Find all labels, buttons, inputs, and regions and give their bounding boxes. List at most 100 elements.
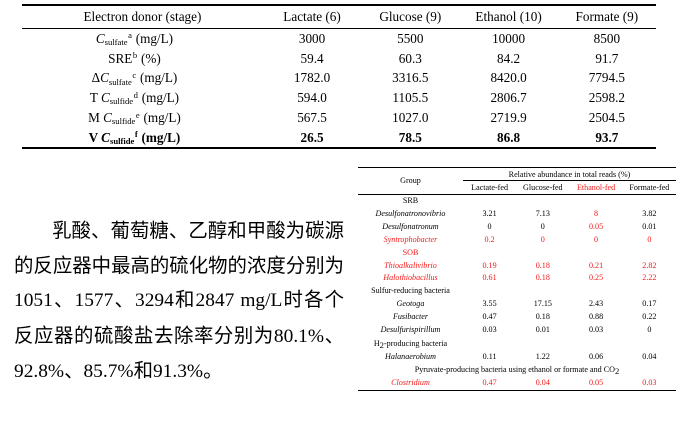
- table-cell: [569, 195, 622, 208]
- table-cell: [623, 336, 676, 350]
- table-row: Fusibacter 0.47 0.18 0.88 0.22: [358, 311, 676, 324]
- table-cell: 0.04: [516, 376, 570, 391]
- table-cell: 0.11: [482, 351, 497, 361]
- table-cell: 17.15: [533, 299, 552, 309]
- table-cell: 0: [594, 234, 599, 244]
- table-cell: 84.2: [497, 50, 521, 66]
- table-cell: 0.01: [535, 324, 550, 334]
- table-cell: 8420.0: [490, 70, 527, 86]
- table-cell: 0: [540, 234, 545, 244]
- table-cell: 1.22: [535, 351, 550, 361]
- table-cell: 0.04: [642, 351, 657, 361]
- table-row: V Csulfidef (mg/L) 26.5 78.5 86.8 93.7: [22, 128, 656, 149]
- table-cell: 3.21: [482, 209, 497, 219]
- group-section-label: SRB: [402, 196, 419, 206]
- table-cell: [569, 336, 622, 350]
- table-cell: [463, 336, 516, 350]
- bottom-column-header-0: Lactate-fed: [462, 180, 517, 196]
- table-cell: 2.82: [642, 260, 657, 270]
- table-cell: 0.25: [588, 273, 604, 283]
- table-cell: 0.18: [535, 273, 550, 283]
- table-cell: 0.01: [642, 222, 657, 232]
- table-cell: 1027.0: [392, 110, 429, 126]
- bottom-table: Group Relative abundance in total reads …: [358, 166, 676, 391]
- table-cell: 86.8: [497, 129, 521, 145]
- table-cell: 8: [594, 209, 599, 219]
- table-row: Clostridium 0.47 0.04 0.05 0.03: [358, 376, 676, 391]
- table-cell: 3000: [298, 30, 326, 46]
- table-cell: 0.61: [482, 273, 497, 283]
- table-cell: 3316.5: [392, 70, 429, 86]
- group-note-label: Pyruvate-producing bacteria using ethano…: [414, 365, 620, 377]
- table-cell: [463, 247, 516, 260]
- table-cell: [569, 285, 622, 298]
- table-cell: 0.03: [588, 324, 604, 334]
- table-row: ΔCsulfatec (mg/L) 1782.0 3316.5 8420.0 7794.…: [22, 68, 656, 88]
- table-row: Desulfonatronum 0 0 0.05 0.01: [358, 221, 676, 234]
- table-cell: 0.47: [462, 376, 517, 391]
- genus-label: Desulfonatronovibrio: [375, 209, 446, 219]
- table-cell: 2598.2: [588, 90, 625, 106]
- table-cell: 5500: [397, 30, 424, 46]
- table-cell: 0.03: [622, 376, 676, 391]
- bottom-column-header-3: Formate-fed: [622, 180, 676, 196]
- table-cell: [516, 247, 569, 260]
- genus-label: Geotoga: [396, 299, 425, 309]
- genus-label: Desulfurispirillum: [380, 324, 441, 334]
- genus-label: Halanaerobium: [384, 351, 436, 361]
- table-cell: 2504.5: [588, 110, 625, 126]
- table-row: Desulfurispirillum 0.03 0.01 0.03 0: [358, 324, 676, 337]
- table-cell: 0: [487, 222, 492, 232]
- table-cell: 0.2: [484, 234, 495, 244]
- table-cell: 8500: [593, 30, 621, 46]
- table-cell: 1782.0: [293, 70, 331, 86]
- table-cell: 1105.5: [392, 90, 429, 106]
- table-cell: 91.7: [595, 50, 619, 66]
- table-cell: 0.05: [569, 376, 623, 391]
- table-cell: 2.43: [588, 299, 604, 309]
- table-cell: 10000: [492, 30, 526, 46]
- table-cell: [516, 336, 569, 350]
- table-cell: 0.03: [482, 324, 497, 334]
- table-cell: 93.7: [595, 129, 619, 145]
- table-cell: 2806.7: [490, 90, 527, 106]
- table-cell: 7.13: [535, 209, 550, 219]
- table-cell: 7794.5: [588, 70, 625, 86]
- table-row: M Csulfidee (mg/L) 567.5 1027.0 2719.9 2504.…: [22, 108, 656, 128]
- table-cell: 0.47: [482, 311, 497, 321]
- table-cell: 0.18: [535, 311, 550, 321]
- table-cell: [516, 285, 569, 298]
- table-cell: 0.05: [588, 222, 604, 232]
- genus-label: Halothiobacillus: [383, 273, 438, 283]
- table-cell: 3.55: [482, 299, 497, 309]
- table-cell: 60.3: [398, 50, 422, 66]
- paragraph-text: 乳酸、葡萄糖、乙醇和甲酸为碳源的反应器中最高的硫化物的浓度分别为1051、157…: [14, 219, 345, 382]
- table-row: Thioalkalivibrio 0.19 0.18 0.21 2.82: [358, 259, 676, 272]
- table-cell: 0.88: [588, 311, 604, 321]
- top-table-header-row: Electron donor (stage) Lactate (6) Gluco…: [22, 5, 656, 29]
- table-cell: 0.21: [588, 260, 604, 270]
- table-row: Halothiobacillus 0.61 0.18 0.25 2.22: [358, 272, 676, 285]
- sulfate-reduction-table: Electron donor (stage) Lactate (6) Gluco…: [22, 4, 656, 149]
- table-row: H2-producing bacteria: [358, 336, 676, 350]
- table-cell: [463, 285, 516, 298]
- top-header-electron-donor: Electron donor (stage): [22, 5, 263, 29]
- genus-label: Thioalkalivibrio: [384, 260, 437, 270]
- table-cell: [463, 195, 516, 208]
- table-row: SRB: [358, 195, 676, 208]
- row-label: SREb (%): [108, 50, 161, 66]
- top-header-ethanol: Ethanol (10): [459, 5, 558, 29]
- table-cell: [516, 195, 569, 208]
- table-cell: 0: [647, 324, 652, 334]
- table-cell: 2719.9: [490, 110, 527, 126]
- bottom-span-header-row: Group Relative abundance in total reads …: [358, 166, 676, 196]
- row-label: T Csulfided (mg/L): [89, 89, 180, 107]
- top-header-lactate: Lactate (6): [262, 5, 362, 29]
- table-cell: 59.4: [300, 50, 324, 66]
- table-row: SOB: [358, 247, 676, 260]
- table-row: SREb (%) 59.4 60.3 84.2 91.7: [22, 48, 656, 68]
- table-cell: 0.06: [588, 351, 604, 361]
- table-row: Syntrophobacter 0.2 0 0 0: [358, 234, 676, 247]
- top-header-formate: Formate (9): [557, 5, 656, 29]
- table-cell: 0.19: [482, 260, 497, 270]
